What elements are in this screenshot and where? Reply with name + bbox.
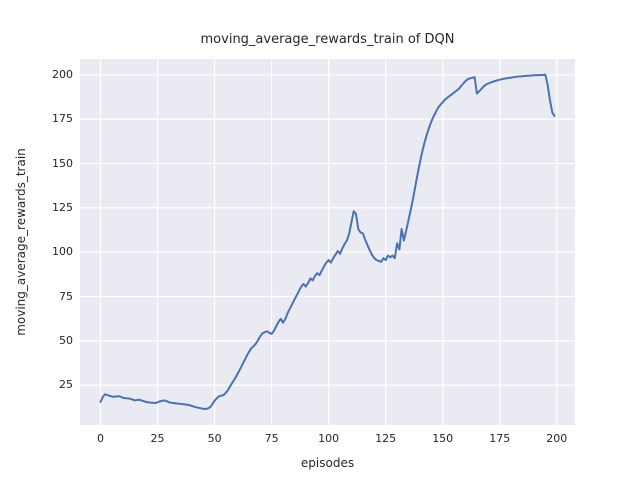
- x-tick-label: 150: [432, 432, 454, 445]
- chart-title: moving_average_rewards_train of DQN: [200, 32, 455, 47]
- x-tick-label: 200: [546, 432, 568, 445]
- y-tick-label: 100: [52, 245, 73, 259]
- x-tick-label: 75: [264, 432, 279, 445]
- x-tick-label: 175: [489, 432, 511, 445]
- x-tick-label: 25: [150, 432, 165, 445]
- y-tick-label: 175: [52, 112, 73, 126]
- y-tick-label: 200: [52, 67, 73, 81]
- x-tick-label: 50: [207, 432, 222, 445]
- plot-background: [80, 59, 575, 425]
- x-tick-label: 0: [97, 432, 105, 445]
- y-tick-label: 125: [52, 200, 73, 214]
- y-tick-label: 150: [52, 156, 73, 170]
- data-line-dqn: [99, 73, 556, 410]
- y-tick-label: 25: [59, 378, 73, 392]
- x-tick-label: 125: [375, 432, 397, 445]
- x-tick-label: 100: [318, 432, 340, 445]
- x-axis-label: episodes: [300, 456, 355, 470]
- y-tick-label: 75: [59, 289, 73, 303]
- y-tick-label: 50: [59, 333, 73, 347]
